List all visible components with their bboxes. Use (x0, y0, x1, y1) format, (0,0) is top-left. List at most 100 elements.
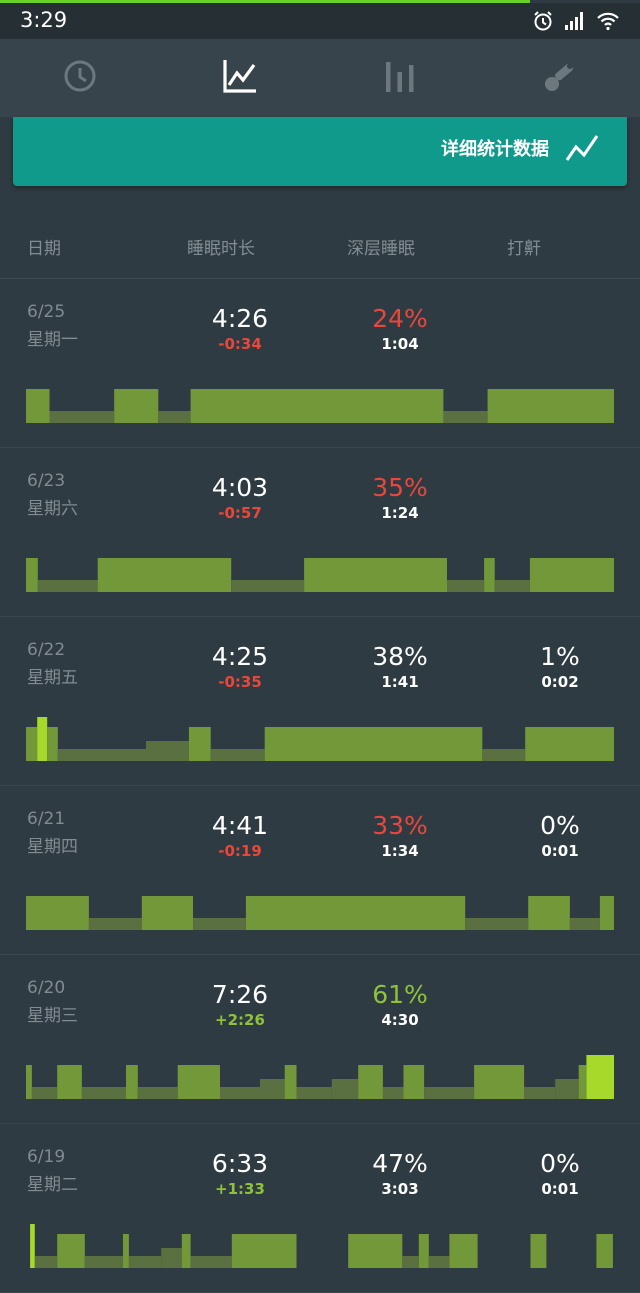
sleep-duration: 4:25 (211, 642, 269, 671)
sleep-phase-segment-deep (402, 1256, 419, 1268)
sleep-phase-segment-deep2 (161, 1248, 182, 1268)
record-weekday: 星期五 (27, 668, 78, 688)
sleep-phase-segment-light (596, 1234, 613, 1268)
record-weekday: 星期三 (27, 1006, 78, 1026)
detail-stats-card[interactable]: 详细统计数据 (13, 117, 627, 186)
sleep-phase-segment-deep (158, 411, 191, 423)
sleep-phase-segment-light (284, 1065, 297, 1099)
sleep-record-row[interactable]: 6/23 星期六 4:03 -0:57 35% 1:24 (0, 448, 640, 617)
snore-percent: 0% (540, 811, 580, 840)
sleep-record-row[interactable]: 6/21 星期四 4:41 -0:19 33% 1:34 0% 0:01 (0, 786, 640, 955)
sleep-phase-segment-deep (84, 1256, 123, 1268)
record-weekday: 星期六 (27, 499, 78, 519)
sleep-phase-segment-light (418, 1234, 429, 1268)
tab-clock[interactable] (0, 39, 160, 117)
signal-icon (564, 11, 586, 31)
sleep-phase-segment-deep (443, 411, 488, 423)
sleep-phase-segment-highlight (37, 717, 48, 761)
sleep-phase-segment-deep (49, 411, 115, 423)
sleep-phase-segment-light (231, 1234, 297, 1268)
wifi-icon (596, 11, 620, 31)
sleep-phase-segment-deep (296, 1087, 332, 1099)
sleep-phase-segment-deep (190, 1256, 232, 1268)
sleep-phase-segment-light (245, 896, 466, 930)
sleep-phase-segment-deep (31, 1087, 58, 1099)
line-graph-icon (222, 58, 258, 98)
sleep-phase-segment-deep2 (555, 1079, 579, 1099)
record-date: 6/23 (27, 471, 66, 491)
duration-diff: -0:19 (218, 842, 262, 860)
sleep-phase-segment-light (141, 896, 193, 930)
sleep-phase-segment-deep (81, 1087, 126, 1099)
sleep-phase-segment-light (47, 727, 58, 761)
deep-sleep-time: 1:41 (381, 673, 419, 691)
header-date: 日期 (27, 239, 61, 259)
sleep-record-row[interactable]: 6/19 星期二 6:33 +1:33 47% 3:03 0% 0:01 (0, 1124, 640, 1293)
deep-sleep-percent: 38% (372, 642, 428, 671)
record-date: 6/20 (27, 978, 66, 998)
header-snore: 打鼾 (507, 239, 541, 259)
sleep-phase-segment-deep (193, 918, 246, 930)
sleep-phase-segment-light (26, 558, 38, 592)
sleep-phase-segment-deep (34, 1256, 58, 1268)
sleep-phase-segment-light (528, 896, 570, 930)
sleep-phase-segment-light (97, 558, 232, 592)
deep-sleep-percent: 33% (372, 811, 428, 840)
deep-sleep-time: 3:03 (381, 1180, 419, 1198)
sleep-record-row[interactable]: 6/22 星期五 4:25 -0:35 38% 1:41 1% 0:02 (0, 617, 640, 786)
deep-sleep-percent: 47% (372, 1149, 428, 1178)
sleep-record-row[interactable]: 6/20 星期三 7:26 +2:26 61% 4:30 (0, 955, 640, 1124)
tab-tools[interactable] (480, 39, 640, 117)
record-weekday: 星期四 (27, 837, 78, 857)
sleep-phase-segment-deep (447, 580, 484, 592)
tab-bars[interactable] (320, 39, 480, 117)
deep-sleep-time: 1:24 (381, 504, 419, 522)
sleep-phase-segment-light (525, 727, 614, 761)
record-date: 6/21 (27, 809, 66, 829)
sleep-phase-segment-light (190, 389, 444, 423)
sleep-phase-segment-deep (37, 580, 98, 592)
status-bar: 3:29 (0, 3, 640, 39)
column-header-row: 日期 睡眠时长 深层睡眠 打鼾 (0, 218, 640, 279)
sleep-phase-segment-light (26, 389, 50, 423)
sleep-phase-segment-deep (220, 1087, 260, 1099)
sleep-duration: 6:33 (211, 1149, 269, 1178)
sleep-phase-segment-deep (382, 1087, 404, 1099)
record-date: 6/22 (27, 640, 66, 660)
sleep-phase-segment-light (530, 1234, 547, 1268)
sleep-phase-segment-deep (428, 1256, 450, 1268)
deep-sleep-percent: 35% (372, 473, 428, 502)
deep-sleep-percent: 61% (372, 980, 428, 1009)
sleep-phase-chart (26, 717, 614, 761)
sleep-phase-segment-light (188, 727, 211, 761)
detail-stats-label: 详细统计数据 (441, 139, 549, 160)
tab-graph[interactable] (160, 39, 320, 117)
sleep-record-row[interactable]: 6/25 星期一 4:26 -0:34 24% 1:04 (0, 279, 640, 448)
snore-time: 0:01 (541, 842, 579, 860)
sleep-phase-segment-light (403, 1065, 425, 1099)
sleep-phase-segment-light (181, 1234, 191, 1268)
deep-sleep-time: 1:04 (381, 335, 419, 353)
sleep-phase-segment-deep (569, 918, 600, 930)
sleep-phase-chart (26, 558, 614, 592)
snore-time: 0:02 (541, 673, 579, 691)
sleep-phase-chart (26, 1055, 614, 1099)
sleep-phase-segment-light (177, 1065, 220, 1099)
sleep-phase-segment-light (57, 1065, 82, 1099)
sleep-phase-segment-light (304, 558, 447, 592)
deep-sleep-time: 1:34 (381, 842, 419, 860)
sleep-phase-segment-light (114, 389, 159, 423)
sleep-phase-chart (26, 389, 614, 423)
alarm-icon (532, 10, 554, 32)
record-date: 6/25 (27, 302, 66, 322)
record-weekday: 星期一 (27, 330, 78, 350)
sleep-phase-segment-deep2 (331, 1079, 359, 1099)
loading-progress-bar (0, 0, 530, 3)
sleep-phase-segment-deep (494, 580, 530, 592)
header-duration: 睡眠时长 (187, 239, 255, 259)
sleep-phase-segment-light (264, 727, 483, 761)
header-deep-sleep: 深层睡眠 (347, 239, 415, 259)
sleep-phase-segment-highlight (30, 1224, 35, 1268)
sleep-phase-segment-light (26, 896, 89, 930)
sleep-phase-segment-highlight (586, 1055, 614, 1099)
